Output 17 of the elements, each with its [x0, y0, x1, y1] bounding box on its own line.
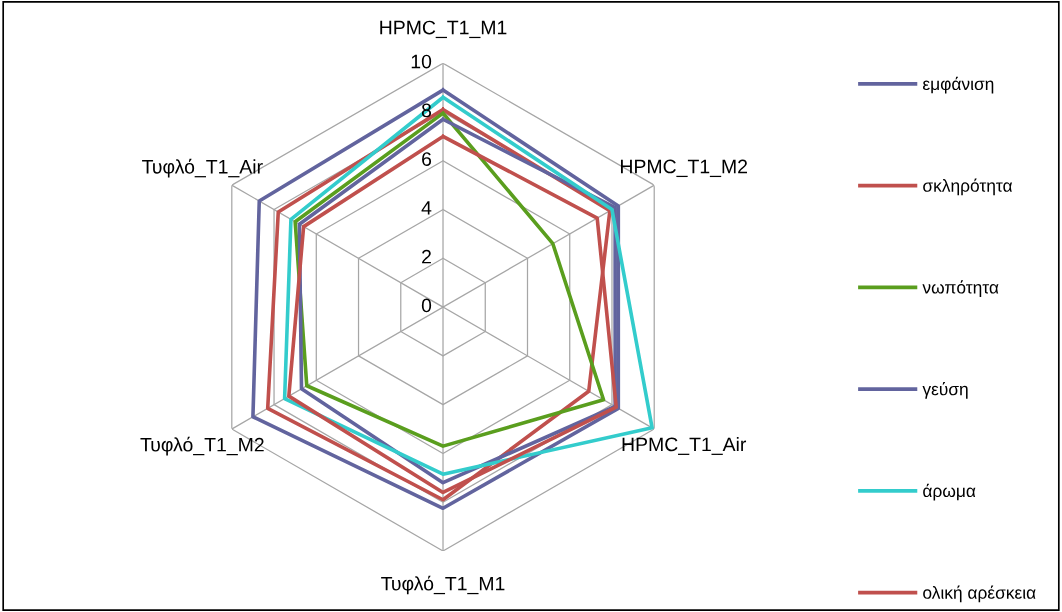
spoke-label: HPMC_T1_Air: [622, 436, 747, 455]
legend-label: νωπότητα: [922, 280, 999, 297]
spoke-label: HPMC_T1_M2: [621, 159, 748, 178]
legend-label: γεύση: [922, 382, 968, 399]
y-tick-label: 6: [422, 152, 432, 166]
y-tick-label: 0: [421, 298, 432, 313]
legend-label: ολική αρέσκεια: [923, 585, 1036, 603]
legend-label: σκληρότητα: [923, 178, 1013, 196]
spoke-label: Τυφλό_T1_M1: [381, 575, 505, 595]
y-tick-label: 10: [411, 54, 432, 69]
y-tick-label: 4: [421, 201, 432, 215]
y-tick-label: 2: [422, 249, 431, 264]
spoke-label: Τυφλό_T1_Air: [142, 158, 263, 178]
legend-label: άρωμα: [923, 483, 976, 501]
spoke-label: Τυφλό_T1_M2: [140, 436, 264, 456]
spoke-label: HPMC_T1_M1: [380, 20, 507, 39]
legend-label: εμφάνιση: [923, 76, 994, 94]
